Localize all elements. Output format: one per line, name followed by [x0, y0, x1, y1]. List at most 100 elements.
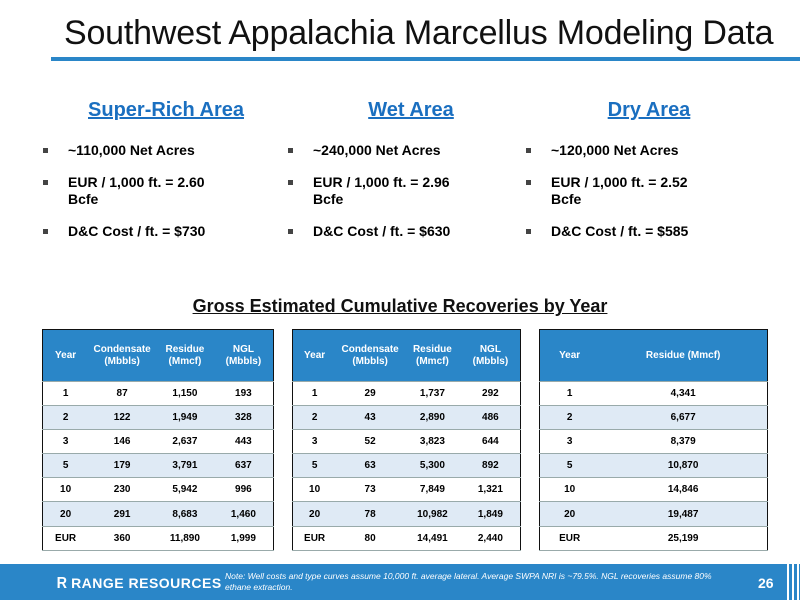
column-header: Year	[292, 329, 337, 382]
table-cell: 892	[460, 453, 521, 479]
table-cell: 43	[336, 405, 405, 431]
table-row: 20 291 8,683 1,460	[42, 501, 274, 527]
area-heading: Wet Area	[368, 99, 454, 121]
bullet-item: ~110,000 Net Acres	[41, 142, 291, 159]
footer-bar: R RANGE RESOURCES Note: Well costs and ty…	[0, 564, 800, 600]
table-cell: 5	[539, 453, 600, 479]
recoveries-table-wet: Year Condensate (Mbbls) Residue (Mmcf) N…	[292, 329, 521, 551]
bullet-item: EUR / 1,000 ft. = 2.96 Bcfe	[286, 174, 536, 208]
table-cell: 10,982	[404, 501, 461, 527]
table-cell: 2	[42, 405, 89, 431]
table-cell: 20	[292, 501, 337, 527]
column-header: Residue (Mmcf)	[156, 329, 214, 382]
bullet-item: D&C Cost / ft. = $585	[524, 223, 774, 240]
table-cell: 25,199	[599, 525, 768, 551]
table-cell: 1,999	[213, 525, 274, 551]
area-heading: Super-Rich Area	[88, 99, 244, 121]
table-row: 20 19,487	[539, 501, 768, 527]
logo-text: RANGE RESOURCES	[71, 575, 222, 591]
bullet-list: ~240,000 Net Acres EUR / 1,000 ft. = 2.9…	[286, 142, 536, 240]
bullet-item: EUR / 1,000 ft. = 2.60 Bcfe	[41, 174, 291, 208]
table-cell: 6,677	[599, 405, 768, 431]
title-divider	[51, 57, 800, 61]
table-cell: 87	[88, 380, 157, 407]
bullet-item: D&C Cost / ft. = $630	[286, 223, 536, 240]
table-cell: 146	[88, 429, 157, 455]
bullet-icon	[43, 180, 48, 185]
table-cell: 5	[42, 453, 89, 479]
table-cell: 3	[292, 429, 337, 455]
table-cell: 19,487	[599, 501, 768, 527]
table-cell: 4,341	[599, 380, 768, 407]
bullet-icon	[526, 180, 531, 185]
area-wet: Wet Area ~240,000 Net Acres EUR / 1,000 …	[286, 99, 536, 255]
table-cell: 1,460	[213, 501, 274, 527]
bullet-text: EUR / 1,000 ft. = 2.52 Bcfe	[551, 174, 688, 207]
table-cell: 5,300	[404, 453, 461, 479]
table-cell: 52	[336, 429, 405, 455]
table-cell: 443	[213, 429, 274, 455]
column-header: Condensate (Mbbls)	[336, 329, 405, 382]
bullet-text: EUR / 1,000 ft. = 2.96 Bcfe	[313, 174, 450, 207]
table-cell: 10	[42, 477, 89, 503]
table-row: 2 6,677	[539, 405, 768, 431]
table-cell: 20	[539, 501, 600, 527]
table-row: 5 10,870	[539, 453, 768, 479]
table-cell: 8,379	[599, 429, 768, 455]
bullet-text: D&C Cost / ft. = $730	[68, 223, 206, 239]
page-number: 26	[758, 575, 774, 591]
bullet-item: ~240,000 Net Acres	[286, 142, 536, 159]
table-cell: 1	[292, 380, 337, 407]
table-cell: 1,737	[404, 380, 461, 407]
table-cell: 3,791	[156, 453, 214, 479]
area-heading: Dry Area	[607, 99, 691, 121]
table-cell: 1	[539, 380, 600, 407]
bullet-icon	[526, 229, 531, 234]
table-cell: 11,890	[156, 525, 214, 551]
table-cell: 2,637	[156, 429, 214, 455]
table-row: 3 8,379	[539, 429, 768, 455]
range-logo-icon: R	[56, 575, 68, 592]
table-cell: 292	[460, 380, 521, 407]
table-cell: 2	[539, 405, 600, 431]
column-header: NGL (Mbbls)	[213, 329, 274, 382]
bullet-text: ~240,000 Net Acres	[313, 142, 441, 158]
table-cell: 20	[42, 501, 89, 527]
table-cell: 10,870	[599, 453, 768, 479]
table-cell: 3,823	[404, 429, 461, 455]
table-cell: 1	[42, 380, 89, 407]
decorative-stripes	[784, 564, 800, 600]
table-cell: EUR	[42, 525, 89, 551]
table-cell: 996	[213, 477, 274, 503]
table-row: 1 29 1,737 292	[292, 380, 521, 407]
bullet-item: ~120,000 Net Acres	[524, 142, 774, 159]
table-row: 10 230 5,942 996	[42, 477, 274, 503]
bullet-text: EUR / 1,000 ft. = 2.60 Bcfe	[68, 174, 205, 207]
table-cell: 2,890	[404, 405, 461, 431]
bullet-item: EUR / 1,000 ft. = 2.52 Bcfe	[524, 174, 774, 208]
bullet-icon	[288, 148, 293, 153]
table-cell: 1,949	[156, 405, 214, 431]
bullet-text: D&C Cost / ft. = $630	[313, 223, 451, 239]
table-cell: 63	[336, 453, 405, 479]
column-header: Year	[539, 329, 600, 382]
area-dry: Dry Area ~120,000 Net Acres EUR / 1,000 …	[524, 99, 774, 255]
table-cell: 3	[539, 429, 600, 455]
column-header: Condensate (Mbbls)	[88, 329, 157, 382]
table-cell: 14,846	[599, 477, 768, 503]
table-cell: 193	[213, 380, 274, 407]
recoveries-table-super-rich: Year Condensate (Mbbls) Residue (Mmcf) N…	[42, 329, 274, 551]
table-cell: 2,440	[460, 525, 521, 551]
table-cell: 637	[213, 453, 274, 479]
table-cell: 122	[88, 405, 157, 431]
table-row: 1 4,341	[539, 380, 768, 407]
table-header-row: Year Condensate (Mbbls) Residue (Mmcf) N…	[42, 329, 274, 382]
table-cell: 291	[88, 501, 157, 527]
table-cell: 5,942	[156, 477, 214, 503]
column-header: Residue (Mmcf)	[599, 329, 768, 382]
table-cell: 328	[213, 405, 274, 431]
table-cell: 179	[88, 453, 157, 479]
table-cell: 2	[292, 405, 337, 431]
table-cell: 3	[42, 429, 89, 455]
table-row: EUR 80 14,491 2,440	[292, 525, 521, 551]
